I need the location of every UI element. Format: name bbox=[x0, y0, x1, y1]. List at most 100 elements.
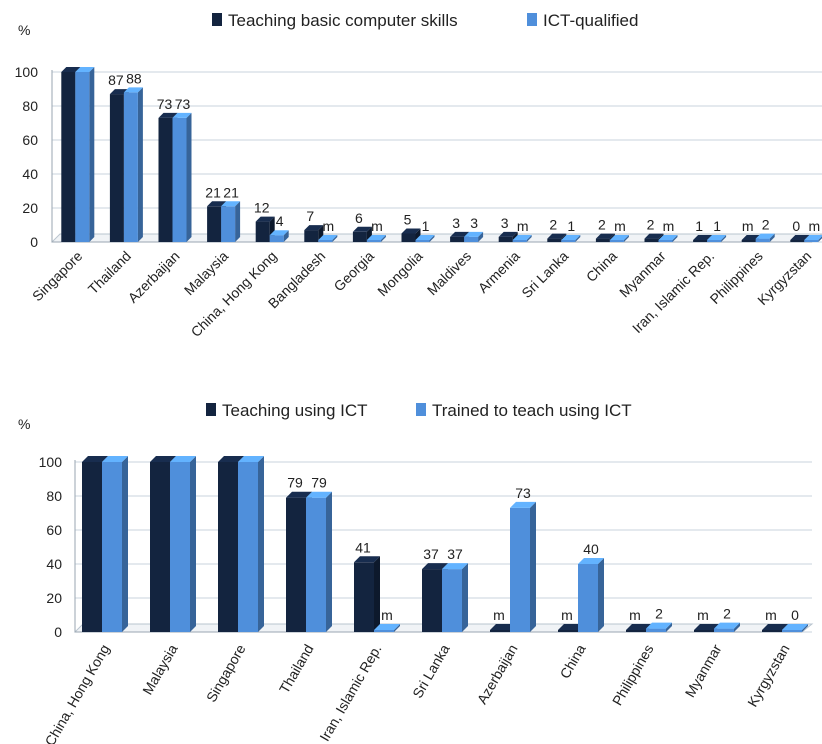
bar-top-myanmar-s1 bbox=[644, 233, 664, 239]
bar-top-armenia-s2 bbox=[512, 235, 532, 240]
bar-top-azerbaijan-s1 bbox=[490, 624, 516, 630]
bar-side-thailand-s2 bbox=[137, 87, 143, 243]
data-label-sri-lanka-s2: 1 bbox=[567, 218, 575, 234]
bar-top-malaysia-s1 bbox=[207, 201, 227, 207]
bar-sri-lanka-s2 bbox=[561, 240, 576, 242]
data-label-china-s1: m bbox=[561, 607, 573, 623]
data-label-myanmar-s1: m bbox=[697, 607, 709, 623]
y-tick-60: 60 bbox=[46, 522, 62, 538]
bar-side-china-hong-kong-s2 bbox=[283, 230, 289, 242]
data-label-iran-islamic-rep-s2: m bbox=[381, 607, 393, 623]
y-tick-100: 100 bbox=[15, 64, 39, 80]
bar-armenia-s1 bbox=[498, 236, 513, 242]
chart-basic-computer-skills: Teaching basic computer skills ICT-qualif… bbox=[15, 11, 822, 340]
bar-side-armenia-s2 bbox=[526, 235, 532, 242]
bar-top-kyrgyzstan-s2 bbox=[804, 235, 822, 240]
bar-side-philippines-s2 bbox=[769, 233, 775, 242]
bar-top-azerbaijan-s1 bbox=[158, 112, 178, 118]
y-tick-60: 60 bbox=[22, 132, 38, 148]
category-label-philippines: Philippines bbox=[609, 642, 657, 709]
bar-top-maldives-s2 bbox=[464, 231, 484, 237]
bar-side-malaysia-s2 bbox=[235, 201, 241, 242]
bar-top-georgia-s2 bbox=[366, 235, 386, 240]
bar-side-kyrgyzstan-s2 bbox=[818, 236, 822, 242]
bar-side-myanmar-s2 bbox=[672, 235, 678, 242]
y-tick-80: 80 bbox=[46, 488, 62, 504]
legend-label-2: Trained to teach using ICT bbox=[432, 401, 632, 420]
bar-side-iran-islamic-rep-s1 bbox=[374, 556, 380, 632]
bar-azerbaijan-s1 bbox=[490, 630, 510, 632]
bar-thailand-s2 bbox=[123, 92, 138, 243]
bar-side-kyrgyzstan-s2 bbox=[802, 624, 808, 632]
bar-top-philippines-s2 bbox=[646, 622, 672, 629]
bar-top-china-s2 bbox=[578, 558, 604, 564]
bar-side-mongolia-s1 bbox=[415, 228, 421, 242]
legend-swatch-2 bbox=[527, 13, 537, 26]
bar-top-kyrgyzstan-s1 bbox=[790, 235, 810, 240]
bar-philippines-s1 bbox=[741, 240, 756, 242]
category-label-armenia: Armenia bbox=[475, 248, 523, 296]
bar-china-hong-kong-s1 bbox=[255, 221, 270, 242]
data-label-azerbaijan-s2: 73 bbox=[515, 485, 531, 501]
data-label-iran-islamic-rep-s1: 1 bbox=[695, 218, 703, 234]
category-label-thailand: Thailand bbox=[85, 248, 134, 297]
bar-georgia-s1 bbox=[352, 231, 367, 242]
legend-label-1: Teaching using ICT bbox=[222, 401, 368, 420]
data-label-azerbaijan-s1: 73 bbox=[157, 96, 173, 112]
bar-side-iran-islamic-rep-s2 bbox=[394, 624, 400, 632]
bar-top-myanmar-s2 bbox=[658, 235, 678, 240]
category-label-sri-lanka: Sri Lanka bbox=[409, 641, 453, 700]
bar-top-bangladesh-s1 bbox=[304, 225, 324, 231]
bar-top-bangladesh-s2 bbox=[318, 235, 338, 240]
bar-side-malaysia-s2 bbox=[190, 456, 196, 632]
bar-malaysia-s2 bbox=[221, 206, 236, 242]
legend-swatch-1 bbox=[206, 403, 216, 416]
bar-singapore-s2 bbox=[75, 72, 90, 242]
data-label-china-s2: m bbox=[614, 218, 626, 234]
data-label-armenia-s1: 3 bbox=[501, 215, 509, 231]
bar-top-georgia-s1 bbox=[352, 226, 372, 232]
bar-side-sri-lanka-s2 bbox=[575, 235, 581, 242]
bar-top-china-hong-kong-s1 bbox=[82, 456, 108, 462]
bar-top-china-hong-kong-s2 bbox=[269, 230, 289, 236]
bar-iran-islamic-rep-s2 bbox=[707, 240, 722, 242]
bar-side-china-s2 bbox=[598, 558, 604, 632]
data-label-mongolia-s2: 1 bbox=[422, 218, 430, 234]
data-label-myanmar-s2: m bbox=[663, 218, 675, 234]
bar-kyrgyzstan-s1 bbox=[762, 630, 782, 632]
bar-kyrgyzstan-s1 bbox=[790, 240, 805, 242]
data-label-armenia-s2: m bbox=[517, 218, 529, 234]
data-label-sri-lanka-s1: 2 bbox=[549, 217, 557, 233]
bar-philippines-s1 bbox=[626, 630, 646, 632]
data-label-thailand-s2: 88 bbox=[126, 70, 142, 86]
bar-bangladesh-s2 bbox=[318, 240, 333, 242]
bar-top-myanmar-s1 bbox=[694, 624, 720, 630]
bar-china-hong-kong-s2 bbox=[102, 462, 122, 632]
bar-top-myanmar-s2 bbox=[714, 622, 740, 629]
y-tick-20: 20 bbox=[46, 590, 62, 606]
bar-top-iran-islamic-rep-s2 bbox=[707, 235, 727, 240]
bar-top-sri-lanka-s1 bbox=[547, 233, 567, 239]
bar-china-s2 bbox=[609, 240, 624, 242]
bar-malaysia-s1 bbox=[150, 462, 170, 632]
category-label-china-hong-kong: China, Hong Kong bbox=[42, 642, 113, 744]
bar-azerbaijan-s2 bbox=[510, 507, 530, 632]
data-label-thailand-s2: 79 bbox=[311, 475, 327, 491]
data-label-china-s1: 2 bbox=[598, 217, 606, 233]
y-tick-100: 100 bbox=[39, 454, 63, 470]
bar-side-azerbaijan-s2 bbox=[530, 501, 536, 632]
bar-top-iran-islamic-rep-s1 bbox=[354, 556, 380, 563]
category-label-azerbaijan: Azerbaijan bbox=[125, 248, 183, 306]
bar-side-myanmar-s2 bbox=[734, 622, 740, 632]
bar-philippines-s2 bbox=[755, 238, 770, 242]
bar-top-sri-lanka-s1 bbox=[422, 563, 448, 570]
bar-side-maldives-s2 bbox=[478, 231, 484, 242]
bar-top-iran-islamic-rep-s1 bbox=[693, 235, 713, 240]
bar-side-azerbaijan-s2 bbox=[186, 112, 192, 243]
bar-china-s1 bbox=[558, 630, 578, 632]
legend-label-1: Teaching basic computer skills bbox=[228, 11, 458, 30]
bar-top-sri-lanka-s2 bbox=[442, 563, 468, 570]
bar-iran-islamic-rep-s2 bbox=[374, 630, 394, 632]
data-label-bangladesh-s1: 7 bbox=[306, 208, 314, 224]
data-label-china-hong-kong-s1: 12 bbox=[254, 200, 270, 216]
